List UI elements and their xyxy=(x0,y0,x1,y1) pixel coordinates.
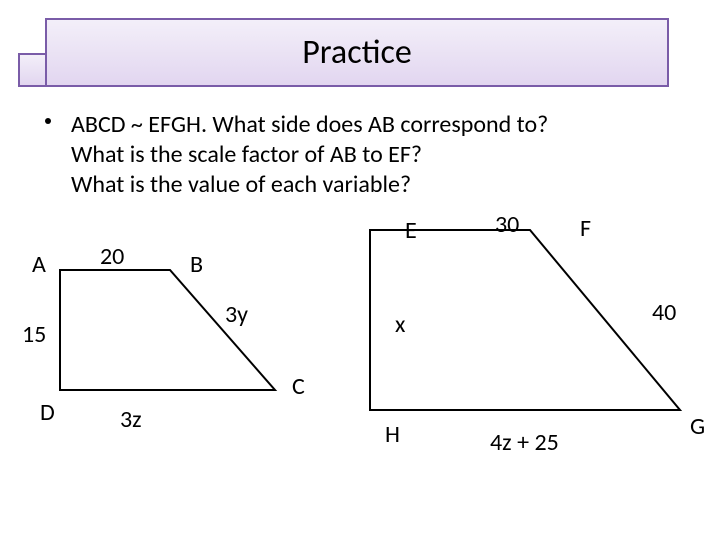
side-DC-label: 3z xyxy=(120,405,142,434)
vertex-A: A xyxy=(32,250,46,279)
side-FG-label: 40 xyxy=(652,298,676,327)
vertex-F: F xyxy=(580,214,591,243)
side-EF-label: 30 xyxy=(495,210,519,239)
bullet-block: ABCD ~ EFGH. What side does AB correspon… xyxy=(45,110,548,200)
trap2-shape xyxy=(370,230,680,410)
bullet-dot xyxy=(45,118,51,124)
title-box: Practice xyxy=(45,18,669,87)
bullet-line2: What is the scale factor of AB to EF? xyxy=(71,140,548,170)
bullet-line3: What is the value of each variable? xyxy=(71,170,548,200)
side-AB-label: 20 xyxy=(100,242,124,271)
vertex-D: D xyxy=(40,398,55,427)
side-HG-label: 4z + 25 xyxy=(490,428,559,457)
bullet-line1: ABCD ~ EFGH. What side does AB correspon… xyxy=(71,110,548,140)
vertex-H: H xyxy=(385,420,400,449)
vertex-G: G xyxy=(690,412,705,441)
trapezoid-abcd xyxy=(30,250,300,420)
side-BC-label: 3y xyxy=(225,300,248,329)
vertex-E: E xyxy=(405,216,417,245)
title-text: Practice xyxy=(302,32,412,73)
trap1-shape xyxy=(60,270,275,390)
side-AD-label: 15 xyxy=(22,320,46,349)
vertex-C: C xyxy=(292,372,305,401)
vertex-B: B xyxy=(190,250,203,279)
side-EH-label: x xyxy=(395,310,405,339)
